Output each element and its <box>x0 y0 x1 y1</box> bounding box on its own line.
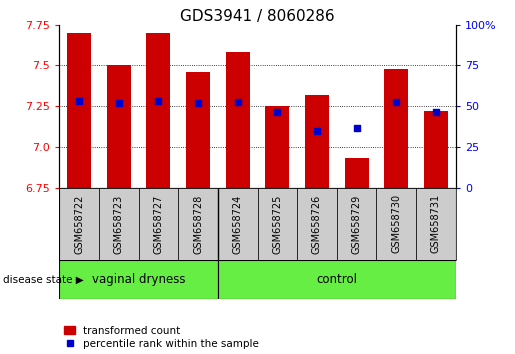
Point <box>352 125 360 131</box>
Text: GSM658722: GSM658722 <box>74 194 84 253</box>
Bar <box>424 111 448 188</box>
Point <box>194 100 202 106</box>
Point <box>432 109 440 115</box>
Bar <box>297 188 337 260</box>
Bar <box>265 106 289 188</box>
Text: control: control <box>316 273 357 286</box>
Text: GSM658724: GSM658724 <box>233 194 243 253</box>
Bar <box>337 188 376 260</box>
Bar <box>99 188 139 260</box>
Point <box>392 99 401 104</box>
Text: GSM658727: GSM658727 <box>153 194 163 253</box>
Point <box>114 100 123 106</box>
Bar <box>345 158 369 188</box>
Bar <box>59 260 218 299</box>
Bar <box>186 72 210 188</box>
Bar <box>218 260 456 299</box>
Bar <box>305 95 329 188</box>
Text: vaginal dryness: vaginal dryness <box>92 273 185 286</box>
Bar <box>178 188 218 260</box>
Bar <box>107 65 131 188</box>
Text: GSM658725: GSM658725 <box>272 194 282 253</box>
Point <box>313 128 321 133</box>
Bar <box>146 33 170 188</box>
Text: GSM658723: GSM658723 <box>114 194 124 253</box>
Text: GSM658730: GSM658730 <box>391 194 401 253</box>
Text: GSM658729: GSM658729 <box>352 194 362 253</box>
Bar <box>226 52 250 188</box>
Point <box>234 99 242 104</box>
Text: GSM658728: GSM658728 <box>193 194 203 253</box>
Text: GSM658731: GSM658731 <box>431 194 441 253</box>
Point <box>75 98 83 103</box>
Point <box>154 98 163 104</box>
Point <box>273 109 281 115</box>
Bar <box>376 188 416 260</box>
Bar <box>139 188 178 260</box>
Bar <box>67 33 91 188</box>
Text: GSM658726: GSM658726 <box>312 194 322 253</box>
Title: GDS3941 / 8060286: GDS3941 / 8060286 <box>180 8 335 24</box>
Bar <box>258 188 297 260</box>
Legend: transformed count, percentile rank within the sample: transformed count, percentile rank withi… <box>64 326 259 349</box>
Bar <box>218 188 258 260</box>
Bar <box>59 188 99 260</box>
Bar <box>384 69 408 188</box>
Bar <box>416 188 456 260</box>
Text: disease state ▶: disease state ▶ <box>3 275 83 285</box>
